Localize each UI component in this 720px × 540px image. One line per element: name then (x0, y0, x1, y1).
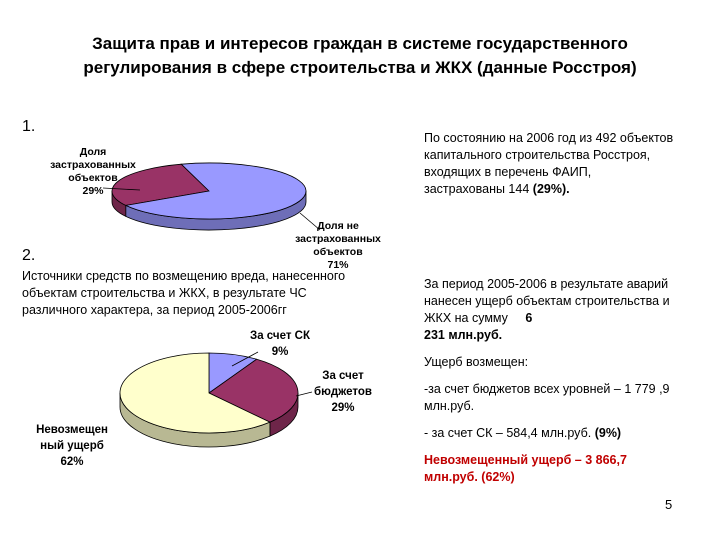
section-1-highlight: (29%). (532, 182, 570, 196)
damage-amount: 231 млн.руб. (424, 328, 503, 342)
budget-compensation: -за счет бюджетов всех уровней – 1 779 ,… (424, 382, 670, 413)
pie2-label-sk: За счет СК 9% (230, 328, 330, 360)
sk-compensation-text: - за счет СК – 584,4 млн.руб. (424, 426, 592, 440)
uncompensated-damage: Невозмещенный ущерб – 3 866,7 млн.руб. (… (424, 453, 627, 484)
pie1-label-insured-line3: объектов (68, 172, 118, 184)
compensated-heading: Ущерб возмещен: (424, 355, 529, 369)
sk-compensation-percent: (9%) (594, 426, 622, 440)
pie1-label-uninsured-percent: 71% (327, 259, 349, 271)
pie2-label-uncompensated-percent: 62% (60, 456, 84, 468)
pie2-label-budget-percent: 29% (331, 402, 355, 414)
pie1-label-insured-line1: Доля (79, 146, 107, 158)
damage-text: За период 2005-2006 в результате аварий … (424, 277, 670, 325)
damage-amount-digit: 6 (525, 311, 533, 325)
section-1-number: 1. (22, 118, 36, 135)
pie2-label-budget-line1: За счет (322, 370, 364, 382)
pie2-leader-sk (231, 351, 259, 367)
pie1-label-uninsured-line2: застрахованных (295, 233, 381, 245)
section-2-left-text: Источники средств по возмещению вреда, н… (22, 269, 346, 317)
section-1-text: По состоянию на 2006 год из 492 объектов… (424, 130, 674, 198)
section-2-number: 2. (22, 247, 36, 264)
page-title: Защита прав и интересов граждан в систем… (20, 32, 700, 80)
section-1-body: По состоянию на 2006 год из 492 объектов… (424, 131, 674, 196)
pie1-label-uninsured-line3: объектов (313, 246, 363, 258)
pie2-label-sk-percent: 9% (271, 346, 289, 358)
page-number: 5 (665, 497, 673, 512)
pie1-slice-1 (124, 162, 307, 220)
pie2-label-uncompensated-line1: Невозмещен (36, 424, 108, 436)
pie2-label-uncompensated: Невозмещен ный ущерб 62% (22, 422, 122, 470)
pie2-label-budget: За счет бюджетов 29% (298, 368, 388, 416)
section-2-right-text: За период 2005-2006 в результате аварий … (424, 276, 674, 496)
pie1-label-insured-percent: 29% (82, 185, 104, 197)
pie1-label-uninsured-line1: Доля не (317, 220, 359, 232)
pie1-label-insured-line2: застрахованных (50, 159, 136, 171)
title-line-2: регулирования в сфере строительства и ЖК… (83, 58, 637, 77)
pie1-label-uninsured: Доля не застрахованных объектов 71% (283, 220, 393, 272)
pie1-leader-uninsured (299, 212, 321, 231)
damage-paragraph: За период 2005-2006 в результате аварий … (424, 276, 674, 344)
pie1-label-insured: Доля застрахованных объектов 29% (38, 146, 148, 198)
pie1-leader-insured (102, 187, 141, 191)
pie2-label-sk-line1: За счет СК (250, 330, 310, 342)
pie2-slice-1 (208, 358, 299, 423)
pie2-slice-2 (119, 352, 271, 434)
title-line-1: Защита прав и интересов граждан в систем… (92, 34, 628, 53)
pie2-label-uncompensated-line2: ный ущерб (40, 440, 104, 452)
pie2-leader-budget (295, 391, 313, 397)
sk-compensation: - за счет СК – 584,4 млн.руб. (9%) (424, 425, 674, 442)
pie2-label-budget-line2: бюджетов (314, 386, 372, 398)
